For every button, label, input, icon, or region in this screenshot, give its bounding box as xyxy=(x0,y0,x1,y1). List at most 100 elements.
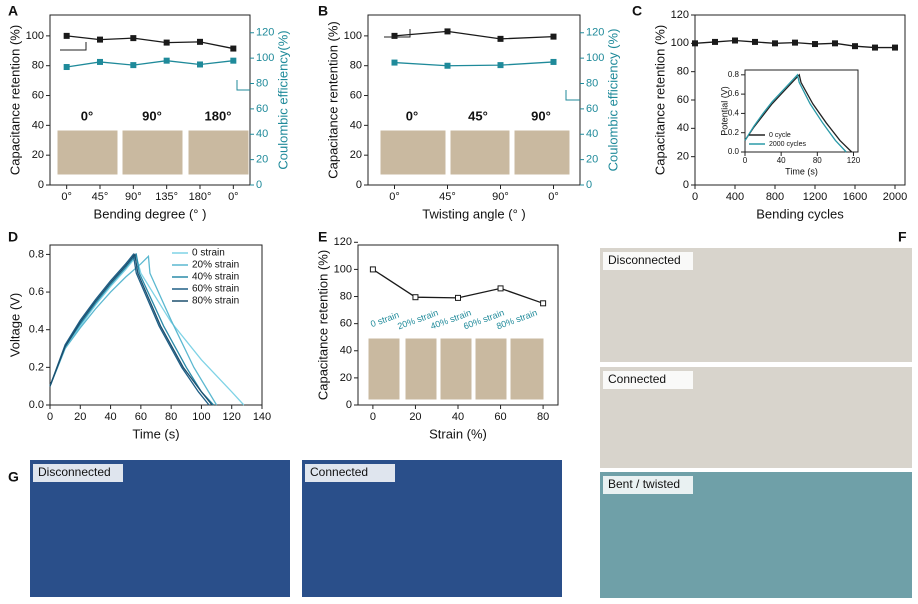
y-axis-label: Potential (V) xyxy=(719,86,729,136)
marker xyxy=(63,32,70,39)
marker xyxy=(369,266,376,273)
y-axis-label: Voltage (V) xyxy=(7,293,22,357)
y2-tick-label: 100 xyxy=(256,52,274,64)
x-tick-label: 135° xyxy=(155,191,178,203)
y-tick-label: 40 xyxy=(350,119,362,131)
photo-caption: Connected xyxy=(310,465,368,479)
legend-label: 2000 cycles xyxy=(769,141,806,148)
series-line xyxy=(66,35,234,50)
y-tick-label: 0 xyxy=(38,179,44,191)
x-tick-label: 0 xyxy=(743,156,748,165)
marker xyxy=(892,44,898,51)
y-axis-label: Capacitance rentention (%) xyxy=(325,21,340,179)
chart: 0.0 0.2 0.4 0.6 0.8 0 40 80 120 Time (s) Potential… xyxy=(719,69,861,176)
y-tick-label: 80 xyxy=(350,60,362,72)
x-tick-label: 0° xyxy=(61,191,72,203)
marker xyxy=(130,62,137,69)
marker xyxy=(550,33,557,40)
legend-label: 40% strain xyxy=(192,272,239,283)
annotation: 45° xyxy=(468,108,488,123)
caption-bg xyxy=(603,252,693,270)
x-tick-label: 80 xyxy=(537,411,549,423)
x-tick-label: 0 xyxy=(692,191,698,203)
y2-tick-label: 40 xyxy=(586,128,598,140)
photo xyxy=(367,337,401,401)
y-tick-label: 80 xyxy=(32,60,44,72)
x-tick-label: 0° xyxy=(389,191,400,203)
y-tick-label: 20 xyxy=(350,149,362,161)
marker xyxy=(412,294,419,301)
y-tick-label: 0.6 xyxy=(29,286,44,298)
series-line xyxy=(744,73,853,153)
x-tick-label: 80 xyxy=(813,156,822,165)
y2-tick-label: 120 xyxy=(256,27,274,39)
photo xyxy=(121,129,184,176)
y-tick-label: 40 xyxy=(677,122,689,134)
annotation: 0° xyxy=(81,108,93,123)
x-tick-label: 20 xyxy=(409,411,421,423)
legend-label: 20% strain xyxy=(192,260,239,271)
chart: A 0 20 40 60 80 100 0 20 40 60 80 100 120 0° 45° 90° 135°… xyxy=(7,3,290,222)
y-tick-label: 80 xyxy=(340,290,352,302)
caption-bg xyxy=(33,464,123,482)
axis-arrow xyxy=(384,29,411,38)
series-line xyxy=(394,61,554,67)
annotation: 90° xyxy=(142,108,162,123)
legend-label: 80% strain xyxy=(192,296,239,307)
photo xyxy=(30,460,290,597)
y-axis-label: Capacitance retention (%) xyxy=(7,25,22,175)
series-line xyxy=(49,252,213,406)
marker xyxy=(712,38,718,45)
y-tick-label: 0 xyxy=(683,179,689,191)
legend-label: 0 cycle xyxy=(769,132,791,139)
marker xyxy=(792,39,798,46)
y2-tick-label: 40 xyxy=(256,128,268,140)
axis-arrow xyxy=(236,80,250,91)
y-tick-label: 0 xyxy=(346,399,352,411)
y2-tick-label: 80 xyxy=(586,77,598,89)
panel-label: B xyxy=(318,3,328,19)
y-tick-label: 40 xyxy=(340,345,352,357)
panel-label: G xyxy=(8,469,19,485)
y-tick-label: 0.4 xyxy=(29,324,44,336)
marker xyxy=(63,64,70,71)
chart: B 0 20 40 60 80 100 0 20 40 60 80 100 120 0° 45° 90° 0° Tw… xyxy=(318,3,620,222)
plot-frame xyxy=(49,14,251,186)
photo xyxy=(474,337,508,401)
y2-axis-label: Coulombic efficiency (%) xyxy=(605,29,620,172)
y-tick-label: 60 xyxy=(677,94,689,106)
x-tick-label: 45° xyxy=(439,191,456,203)
y-tick-label: 0.2 xyxy=(728,128,740,137)
x-tick-label: 180° xyxy=(189,191,212,203)
y2-tick-label: 80 xyxy=(256,77,268,89)
y-tick-label: 100 xyxy=(26,30,44,42)
y-tick-label: 0.0 xyxy=(728,147,740,156)
annotation: 90° xyxy=(531,108,551,123)
y-tick-label: 0.8 xyxy=(728,70,740,79)
y-tick-label: 0.0 xyxy=(29,399,44,411)
x-tick-label: 2000 xyxy=(883,191,907,203)
x-tick-label: 80 xyxy=(165,411,177,423)
panel-label: F xyxy=(898,229,907,245)
photo xyxy=(513,129,571,176)
photo xyxy=(56,129,119,176)
x-tick-label: 100 xyxy=(192,411,210,423)
photo-caption: Connected xyxy=(608,372,666,386)
marker xyxy=(752,38,758,45)
photo xyxy=(449,129,511,176)
photo xyxy=(404,337,438,401)
x-axis-label: Twisting angle (° ) xyxy=(422,206,525,221)
marker xyxy=(391,59,398,66)
marker xyxy=(230,45,237,52)
marker xyxy=(812,41,818,48)
y2-tick-label: 0 xyxy=(256,179,262,191)
marker xyxy=(550,58,557,65)
y-tick-label: 0 xyxy=(356,179,362,191)
marker xyxy=(772,40,778,47)
marker xyxy=(497,285,504,292)
photo-caption: Disconnected xyxy=(38,465,111,479)
y-tick-label: 120 xyxy=(334,236,352,248)
y-tick-label: 40 xyxy=(32,119,44,131)
series-line xyxy=(49,252,210,406)
